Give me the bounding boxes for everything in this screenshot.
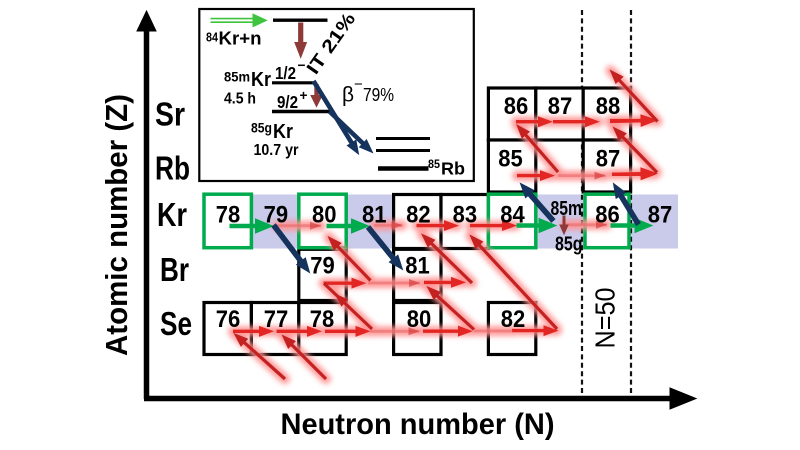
svg-text:Kr: Kr — [251, 69, 271, 91]
svg-text:78: 78 — [310, 306, 335, 333]
svg-text:Kr: Kr — [157, 196, 187, 233]
svg-text:79: 79 — [264, 201, 289, 228]
svg-text:Sr: Sr — [155, 96, 185, 133]
svg-text:β: β — [342, 84, 354, 107]
svg-text:86: 86 — [595, 201, 620, 228]
svg-text:84: 84 — [500, 201, 525, 228]
svg-text:85g: 85g — [555, 234, 583, 256]
svg-text:81: 81 — [362, 201, 387, 228]
svg-text:80: 80 — [407, 306, 432, 333]
svg-text:10.7 yr: 10.7 yr — [254, 142, 299, 159]
svg-text:77: 77 — [264, 306, 289, 333]
svg-text:79: 79 — [310, 253, 335, 280]
svg-text:Atomic number (Z): Atomic number (Z) — [99, 94, 134, 356]
svg-text:1/2: 1/2 — [275, 63, 296, 83]
svg-text:78: 78 — [216, 201, 241, 228]
svg-text:81: 81 — [405, 253, 430, 280]
svg-text:−: − — [298, 57, 306, 73]
svg-text:Rb: Rb — [441, 159, 465, 179]
svg-text:85m: 85m — [224, 70, 250, 85]
svg-text:9/2: 9/2 — [277, 92, 298, 112]
svg-text:4.5 h: 4.5 h — [224, 91, 256, 108]
svg-text:76: 76 — [216, 306, 241, 333]
svg-text:79%: 79% — [363, 85, 394, 105]
svg-text:87: 87 — [648, 201, 673, 228]
svg-text:N=50: N=50 — [590, 288, 621, 349]
svg-text:82: 82 — [501, 306, 526, 333]
svg-text:Br: Br — [160, 251, 189, 288]
svg-text:Rb: Rb — [155, 150, 190, 187]
svg-text:Neutron number (N): Neutron number (N) — [281, 408, 555, 441]
svg-text:83: 83 — [453, 201, 478, 228]
svg-text:−: − — [354, 76, 363, 93]
svg-text:Kr+n: Kr+n — [219, 29, 262, 49]
svg-text:Se: Se — [160, 305, 192, 342]
svg-text:+: + — [300, 87, 308, 103]
svg-text:87: 87 — [596, 146, 621, 173]
svg-text:85: 85 — [498, 146, 523, 173]
svg-text:88: 88 — [596, 93, 621, 120]
svg-text:85m: 85m — [551, 198, 583, 220]
svg-text:80: 80 — [312, 201, 337, 228]
svg-text:84: 84 — [206, 30, 219, 45]
svg-text:85: 85 — [428, 157, 440, 171]
svg-text:87: 87 — [548, 93, 573, 120]
svg-text:Kr: Kr — [273, 121, 293, 143]
svg-text:86: 86 — [504, 93, 529, 120]
svg-text:82: 82 — [406, 201, 431, 228]
svg-text:85g: 85g — [251, 121, 272, 136]
